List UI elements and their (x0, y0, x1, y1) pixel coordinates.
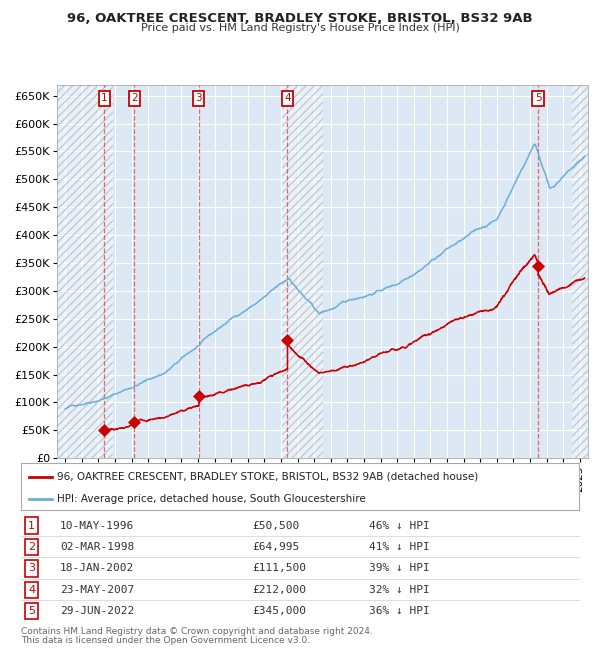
Text: 1: 1 (28, 521, 35, 530)
Text: £111,500: £111,500 (252, 564, 306, 573)
Text: Price paid vs. HM Land Registry's House Price Index (HPI): Price paid vs. HM Land Registry's House … (140, 23, 460, 33)
Text: 5: 5 (535, 94, 541, 103)
Text: 4: 4 (284, 94, 291, 103)
Text: 96, OAKTREE CRESCENT, BRADLEY STOKE, BRISTOL, BS32 9AB (detached house): 96, OAKTREE CRESCENT, BRADLEY STOKE, BRI… (57, 471, 479, 482)
Text: 41% ↓ HPI: 41% ↓ HPI (369, 542, 430, 552)
Bar (572, 84, 588, 458)
Text: £345,000: £345,000 (252, 606, 306, 616)
Text: 5: 5 (28, 606, 35, 616)
Text: 4: 4 (28, 585, 35, 595)
Bar (57, 84, 113, 458)
Text: 02-MAR-1998: 02-MAR-1998 (60, 542, 134, 552)
Text: £212,000: £212,000 (252, 585, 306, 595)
Text: 29-JUN-2022: 29-JUN-2022 (60, 606, 134, 616)
Text: 2: 2 (28, 542, 35, 552)
Text: 46% ↓ HPI: 46% ↓ HPI (369, 521, 430, 530)
Text: 3: 3 (196, 94, 202, 103)
Text: 3: 3 (28, 564, 35, 573)
Text: 39% ↓ HPI: 39% ↓ HPI (369, 564, 430, 573)
Text: 10-MAY-1996: 10-MAY-1996 (60, 521, 134, 530)
Bar (57, 84, 113, 458)
Text: 96, OAKTREE CRESCENT, BRADLEY STOKE, BRISTOL, BS32 9AB: 96, OAKTREE CRESCENT, BRADLEY STOKE, BRI… (67, 12, 533, 25)
Text: This data is licensed under the Open Government Licence v3.0.: This data is licensed under the Open Gov… (21, 636, 310, 645)
Text: Contains HM Land Registry data © Crown copyright and database right 2024.: Contains HM Land Registry data © Crown c… (21, 627, 373, 636)
Text: 1: 1 (101, 94, 108, 103)
Text: £50,500: £50,500 (252, 521, 299, 530)
Text: 23-MAY-2007: 23-MAY-2007 (60, 585, 134, 595)
Text: £64,995: £64,995 (252, 542, 299, 552)
Bar (572, 84, 588, 458)
Text: 36% ↓ HPI: 36% ↓ HPI (369, 606, 430, 616)
Text: 18-JAN-2002: 18-JAN-2002 (60, 564, 134, 573)
Bar (282, 84, 323, 458)
Bar (282, 84, 323, 458)
Text: HPI: Average price, detached house, South Gloucestershire: HPI: Average price, detached house, Sout… (57, 493, 366, 504)
Text: 2: 2 (131, 94, 138, 103)
Text: 32% ↓ HPI: 32% ↓ HPI (369, 585, 430, 595)
